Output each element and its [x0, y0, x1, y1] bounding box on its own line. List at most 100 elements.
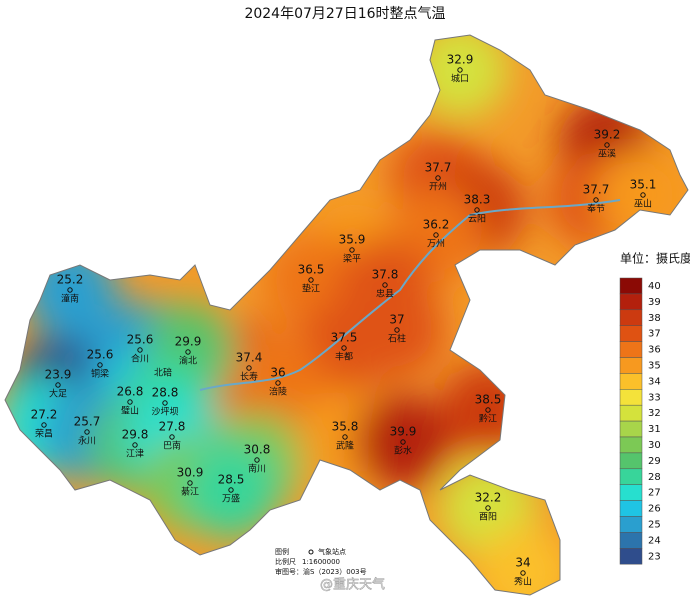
footer-scale: 1:1600000	[302, 558, 340, 566]
legend-swatch	[619, 389, 643, 406]
station-name: 奉节	[587, 203, 605, 215]
map-title: 2024年07月27日16时整点气温	[244, 6, 445, 22]
station-name: 石柱	[388, 333, 406, 345]
station-dot	[275, 380, 281, 386]
station-name: 沙坪坝	[151, 407, 178, 418]
field-blobs	[5, 35, 688, 595]
station-name: 长寿	[240, 371, 258, 383]
footer-station-icon	[308, 549, 314, 555]
legend-label: 30	[648, 440, 661, 451]
station-dot	[127, 399, 133, 405]
station-name: 巴南	[163, 440, 181, 452]
station-value: 34	[515, 556, 530, 570]
station-value: 37	[389, 313, 404, 327]
station-name: 巫山	[634, 199, 652, 210]
legend-label: 27	[648, 488, 661, 499]
station-name: 城口	[451, 74, 469, 85]
station-dot	[593, 197, 599, 203]
legend-swatch	[619, 277, 643, 295]
station-name: 秀山	[514, 576, 532, 588]
station-value: 36.2	[423, 218, 450, 232]
legend-label: 37	[648, 329, 661, 340]
station-dot	[435, 175, 441, 181]
legend-label: 39	[648, 297, 661, 308]
station-name: 涪陵	[269, 386, 287, 398]
station-dot	[162, 400, 168, 406]
legend-title: 单位：摄氏度	[620, 251, 690, 266]
watermark: @重庆天气	[320, 577, 385, 593]
station-dot	[520, 570, 526, 576]
station-dot	[394, 327, 400, 333]
station-name: 綦江	[181, 486, 199, 498]
station-name: 璧山	[121, 405, 139, 417]
boundary	[4, 34, 689, 596]
station-dot	[341, 345, 347, 351]
station-name: 梁平	[343, 253, 361, 265]
station-name: 云阳	[468, 214, 486, 225]
station-name: 永川	[78, 435, 96, 447]
legend-swatch	[619, 500, 643, 517]
station-value: 37.7	[583, 183, 610, 197]
station-name: 大足	[49, 388, 67, 400]
station-value: 30.9	[177, 466, 204, 480]
station-value: 27.8	[159, 420, 186, 434]
legend-label: 29	[648, 456, 661, 467]
station-value: 29.9	[175, 335, 202, 349]
legend: 40 39 38 37 36 35 34 33 32 31 30 29 28 27 26 25 24 23	[619, 277, 661, 565]
legend-swatch	[619, 548, 643, 565]
legend-swatch	[619, 484, 643, 501]
legend-swatch	[619, 309, 643, 326]
station-value: 30.8	[244, 443, 271, 457]
station-dot	[382, 282, 388, 288]
legend-swatch	[619, 357, 643, 374]
legend-label: 32	[648, 408, 661, 419]
station-dot	[342, 434, 348, 440]
station-dot	[84, 429, 90, 435]
station-value: 32.9	[447, 53, 474, 67]
station-value: 28.8	[152, 386, 179, 400]
station-dot	[67, 287, 73, 293]
station-dot	[55, 382, 61, 388]
legend-swatch	[619, 293, 643, 311]
station-dot	[41, 422, 47, 428]
legend-label: 40	[648, 281, 661, 292]
station-dot	[485, 407, 491, 413]
legend-swatch	[619, 420, 643, 438]
legend-label: 26	[648, 504, 661, 515]
station-dot	[485, 505, 491, 511]
station-name: 铜梁	[91, 368, 109, 380]
station-name: 彭水	[394, 445, 412, 457]
station-dot	[640, 192, 646, 198]
station-name: 南川	[248, 463, 266, 475]
legend-swatch	[619, 373, 643, 390]
station-dot	[308, 277, 314, 283]
legend-label: 23	[648, 551, 661, 562]
temperature-blob	[475, 525, 571, 595]
legend-label: 33	[648, 392, 661, 403]
legend-label: 36	[648, 345, 661, 356]
legend-swatch	[619, 468, 643, 485]
station-value: 38.3	[464, 193, 491, 207]
station-value: 29.8	[122, 428, 149, 442]
station-name: 巫溪	[598, 148, 616, 160]
legend-swatch	[619, 436, 643, 454]
temperature-blob	[230, 335, 326, 431]
station-value: 37.8	[372, 268, 399, 282]
station-value: 23.9	[45, 368, 72, 382]
legend-label: 35	[648, 360, 661, 371]
legend-label: 34	[648, 376, 661, 387]
station-value: 37.7	[425, 161, 452, 175]
station-value: 32.2	[475, 491, 502, 505]
station-value: 36.5	[298, 263, 325, 277]
temperature-blob	[355, 394, 451, 490]
station-dot	[246, 365, 252, 371]
station-dot	[400, 439, 406, 445]
station-name: 荣昌	[35, 428, 53, 440]
station-name: 忠县	[376, 289, 394, 300]
station-name: 万盛	[222, 493, 240, 505]
station-dot	[474, 207, 480, 213]
station-value: 36	[270, 366, 285, 380]
legend-label: 28	[648, 472, 661, 483]
footer-legend-label: 图例	[275, 547, 289, 556]
footer-legend-item: 气象站点	[318, 547, 346, 556]
